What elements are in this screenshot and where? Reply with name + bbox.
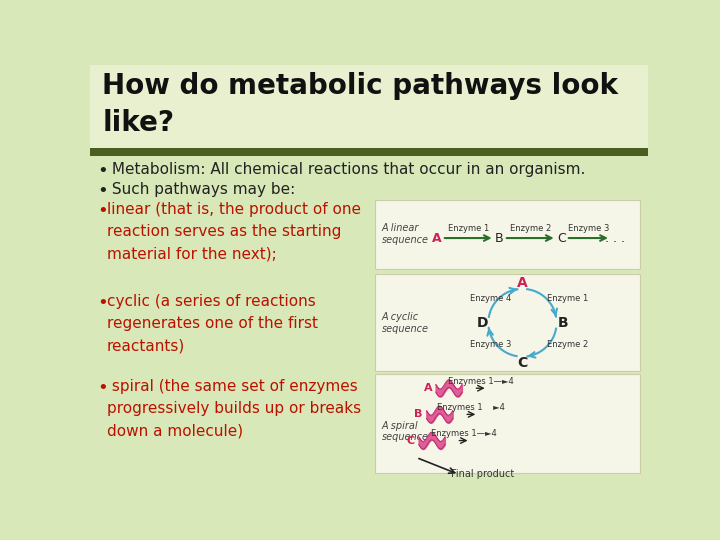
FancyBboxPatch shape: [90, 65, 648, 148]
Text: Enzyme 2: Enzyme 2: [547, 340, 588, 348]
Text: How do metabolic pathways look: How do metabolic pathways look: [102, 72, 618, 100]
Text: D: D: [477, 316, 488, 330]
Text: spiral (the same set of enzymes
progressively builds up or breaks
down a molecul: spiral (the same set of enzymes progress…: [107, 379, 361, 438]
Text: Enzyme 3: Enzyme 3: [567, 224, 609, 233]
Text: A spiral
sequence: A spiral sequence: [382, 421, 428, 442]
Text: linear (that is, the product of one
reaction serves as the starting
material for: linear (that is, the product of one reac…: [107, 202, 361, 261]
Text: •: •: [98, 202, 109, 220]
Text: Enzymes 1—►4: Enzymes 1—►4: [431, 429, 496, 438]
Text: B: B: [557, 316, 568, 330]
Text: •: •: [98, 294, 109, 312]
Text: Enzymes 1    ►4: Enzymes 1 ►4: [437, 403, 505, 412]
Text: Metabolism: All chemical reactions that occur in an organism.: Metabolism: All chemical reactions that …: [107, 162, 585, 177]
Text: C: C: [557, 232, 566, 245]
Text: Enzyme 1: Enzyme 1: [547, 294, 588, 303]
Text: •: •: [98, 182, 109, 200]
Text: A: A: [423, 383, 432, 393]
Text: cyclic (a series of reactions
regenerates one of the first
reactants): cyclic (a series of reactions regenerate…: [107, 294, 318, 354]
Text: like?: like?: [102, 110, 174, 138]
Text: . . .: . . .: [606, 232, 626, 245]
FancyBboxPatch shape: [375, 200, 640, 269]
Text: •: •: [98, 379, 109, 397]
FancyBboxPatch shape: [90, 148, 648, 156]
Text: A linear
sequence: A linear sequence: [382, 224, 428, 245]
Text: Enzyme 4: Enzyme 4: [470, 294, 511, 303]
Text: A: A: [517, 276, 528, 289]
Text: Enzymes 1—►4: Enzymes 1—►4: [448, 377, 513, 386]
Text: •: •: [98, 162, 109, 180]
Text: B: B: [495, 232, 503, 245]
Text: A: A: [433, 232, 442, 245]
Text: Such pathways may be:: Such pathways may be:: [107, 182, 295, 197]
Text: C: C: [407, 436, 415, 446]
Text: Enzyme 1: Enzyme 1: [448, 224, 489, 233]
Text: Final product: Final product: [451, 469, 514, 480]
FancyBboxPatch shape: [375, 274, 640, 372]
Text: C: C: [518, 356, 528, 370]
Text: Enzyme 2: Enzyme 2: [510, 224, 551, 233]
Text: A cyclic
sequence: A cyclic sequence: [382, 312, 428, 334]
Text: Enzyme 3: Enzyme 3: [470, 340, 511, 348]
FancyBboxPatch shape: [375, 374, 640, 473]
Text: B: B: [415, 409, 423, 420]
